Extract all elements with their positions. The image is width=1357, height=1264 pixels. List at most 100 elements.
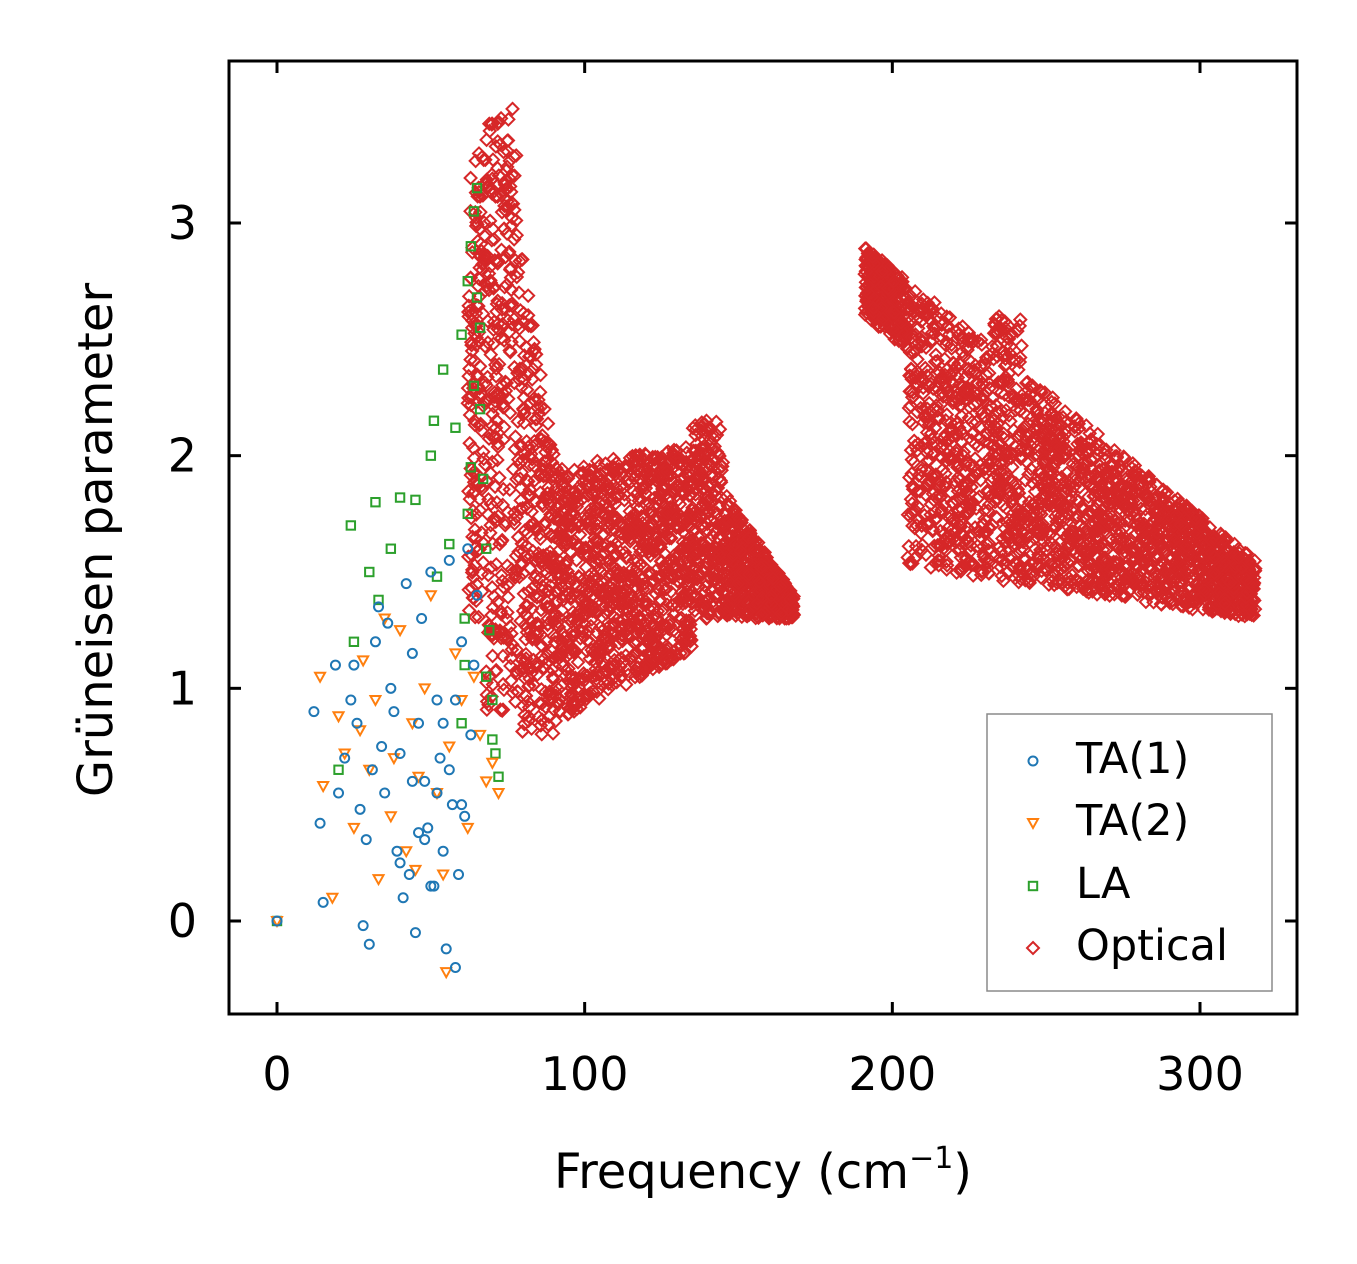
optical-point [492,623,508,639]
optical-point [675,541,691,557]
optical-point [481,179,497,195]
optical-point [500,589,516,605]
optical-point [897,289,913,305]
optical-point [681,613,697,629]
optical-point [1176,531,1192,547]
optical-point [1051,574,1067,590]
optical-point [630,574,645,590]
optical-point [939,562,955,577]
optical-point [588,655,604,671]
optical-point [1065,501,1081,517]
optical-point [617,492,632,508]
optical-point [492,702,508,718]
optical-point [1013,424,1029,440]
optical-point [605,608,621,624]
optical-point [582,520,597,536]
optical-point [1012,354,1028,370]
optical-point [1206,549,1222,565]
optical-point [466,590,482,606]
optical-point [583,618,599,634]
optical-point [484,454,500,470]
optical-point [489,412,504,428]
optical-point [1031,557,1046,572]
optical-point [1193,530,1209,545]
optical-point [1144,541,1159,557]
optical-point [660,555,675,570]
optical-point [995,409,1011,425]
optical-point [628,514,644,530]
optical-point [606,508,621,524]
optical-point [954,344,970,360]
optical-point [515,724,530,739]
optical-point [740,603,756,619]
optical-point [488,429,504,445]
optical-point [564,696,580,712]
optical-point [898,281,914,297]
optical-point [1051,479,1066,495]
optical-point [1108,513,1123,529]
optical-point [860,277,876,293]
optical-point [1014,566,1030,582]
optical-point [567,484,583,499]
optical-point [528,437,544,452]
optical-point [1015,540,1030,556]
optical-point [1193,512,1209,528]
optical-point [1012,318,1028,334]
optical-point [717,605,733,621]
optical-point [924,325,940,341]
optical-point [902,384,918,399]
optical-point [962,399,977,415]
optical-point [494,204,510,220]
optical-point [490,189,505,204]
optical-point [1207,530,1222,546]
optical-point [1147,492,1163,508]
optical-point [1043,413,1059,429]
optical-point [503,282,519,298]
optical-point [1227,575,1242,591]
optical-point [541,583,557,599]
optical-point [1037,385,1053,400]
optical-point [928,379,944,395]
optical-point [481,431,497,447]
optical-point [1072,441,1088,457]
optical-point [509,642,525,658]
optical-point [479,278,495,294]
optical-point [991,470,1007,486]
optical-point [977,461,993,477]
optical-point [496,432,511,447]
optical-point [939,309,955,325]
optical-point [654,463,670,479]
optical-point [514,379,529,395]
optical-point [930,309,945,325]
optical-point [1067,531,1082,547]
optical-point [694,466,709,482]
optical-point [633,471,649,487]
optical-point [540,611,556,627]
optical-point [545,671,561,687]
optical-point [532,571,548,587]
optical-point [479,694,495,709]
optical-point [922,472,938,488]
optical-point [587,572,602,588]
optical-point [474,566,490,582]
optical-point [936,540,952,556]
optical-point [543,529,559,544]
optical-point [694,418,710,434]
optical-point [951,355,967,371]
optical-point [1247,601,1263,617]
optical-point [622,617,638,633]
optical-point [989,321,1005,337]
optical-point [741,567,757,582]
optical-point [726,581,742,597]
optical-point [1067,419,1082,435]
optical-point [1029,401,1044,417]
optical-point [515,500,531,516]
optical-point [1099,463,1115,479]
optical-point [1081,571,1096,587]
optical-point [499,194,515,209]
optical-point [666,558,682,573]
optical-point [1135,555,1151,571]
optical-point [497,198,512,214]
optical-point [564,680,579,696]
optical-point [1003,484,1018,499]
